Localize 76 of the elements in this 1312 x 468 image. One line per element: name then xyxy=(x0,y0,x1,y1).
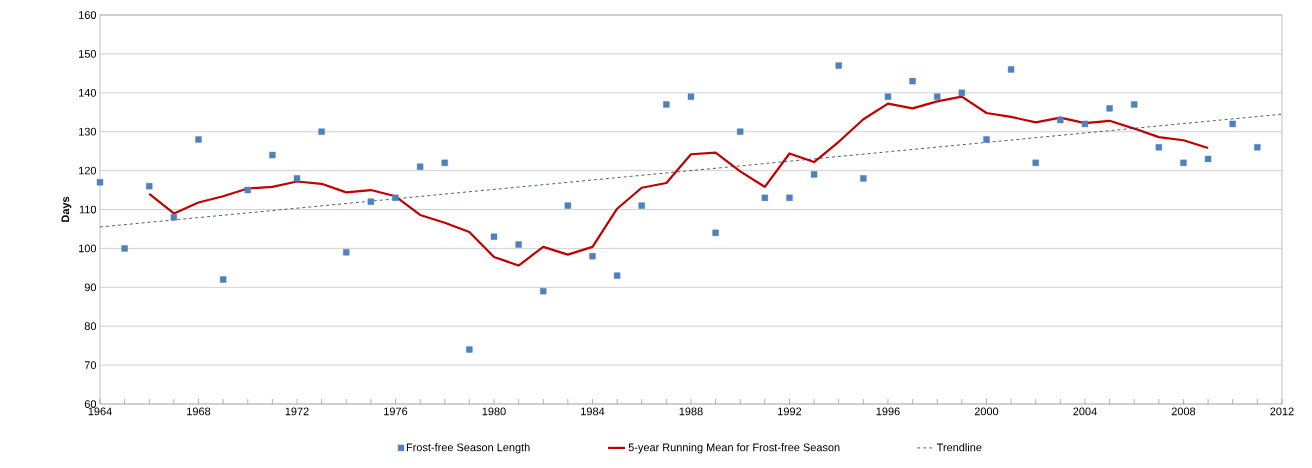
point xyxy=(860,175,867,182)
point xyxy=(958,89,966,96)
point xyxy=(392,194,399,202)
x-tick-label: 1992 xyxy=(778,407,802,416)
point xyxy=(909,77,916,85)
y-tick-label: 80 xyxy=(84,322,97,331)
point xyxy=(343,249,350,256)
y-tick-label: 150 xyxy=(79,50,97,58)
x-tick-label: 1980 xyxy=(482,407,506,416)
point xyxy=(983,136,990,143)
x-tick-label: 2004 xyxy=(1073,407,1097,416)
point xyxy=(613,272,621,279)
y-tick-label: 70 xyxy=(84,361,97,369)
point xyxy=(441,159,448,166)
point xyxy=(810,171,818,178)
point xyxy=(318,128,325,135)
legend-label: Frost-free Season Length xyxy=(406,443,530,454)
point xyxy=(146,182,153,190)
point xyxy=(737,128,744,135)
point xyxy=(1007,66,1015,73)
point xyxy=(96,179,104,186)
y-tick-label: 120 xyxy=(79,166,97,175)
x-tick-label: 1988 xyxy=(679,407,703,416)
y-axis-title: Days xyxy=(61,196,72,222)
point xyxy=(490,233,498,240)
point xyxy=(663,101,670,108)
point xyxy=(761,194,769,202)
point xyxy=(786,194,793,202)
point xyxy=(589,252,596,260)
point xyxy=(835,62,842,69)
point xyxy=(564,202,572,209)
point xyxy=(219,276,227,283)
point xyxy=(515,241,522,248)
point xyxy=(269,151,276,159)
x-tick-label: 1984 xyxy=(581,407,605,416)
point xyxy=(1032,159,1039,166)
point xyxy=(884,93,892,100)
point xyxy=(244,186,251,194)
point xyxy=(416,163,424,170)
point xyxy=(466,346,473,353)
y-tick-label: 60 xyxy=(84,400,97,408)
y-tick-label: 140 xyxy=(79,88,97,97)
point xyxy=(293,175,301,182)
point xyxy=(195,136,202,143)
point xyxy=(1057,116,1064,124)
x-tick-label: 1996 xyxy=(876,407,900,416)
point xyxy=(638,202,645,209)
x-tick-label: 2000 xyxy=(974,407,999,416)
y-tick-label: 100 xyxy=(79,244,97,253)
legend-label: Trendline xyxy=(936,443,982,452)
point xyxy=(121,245,128,252)
x-tick-label: 1976 xyxy=(384,407,408,416)
point xyxy=(170,214,178,221)
y-tick-label: 110 xyxy=(79,205,97,214)
x-tick-label: 2008 xyxy=(1171,407,1196,416)
point xyxy=(934,93,941,100)
y-tick-label: 90 xyxy=(84,283,97,292)
point xyxy=(540,288,547,295)
point xyxy=(1155,144,1163,151)
point xyxy=(1254,144,1261,151)
point xyxy=(367,198,375,205)
x-tick-label: 2012 xyxy=(1270,407,1294,416)
point xyxy=(687,93,695,100)
x-tick-label: 1964 xyxy=(88,407,112,416)
point xyxy=(712,229,719,237)
point xyxy=(1106,105,1113,112)
point xyxy=(1229,120,1236,128)
y-tick-label: 130 xyxy=(79,127,97,136)
y-tick-label: 160 xyxy=(79,11,97,19)
x-tick-label: 1972 xyxy=(285,407,309,416)
point xyxy=(1204,155,1212,163)
point xyxy=(1081,120,1089,128)
legend-label: 5-year Running Mean for Frost-free Season xyxy=(628,443,840,454)
point xyxy=(1180,159,1187,166)
point xyxy=(1131,101,1138,108)
x-tick-label: 1968 xyxy=(187,407,211,416)
